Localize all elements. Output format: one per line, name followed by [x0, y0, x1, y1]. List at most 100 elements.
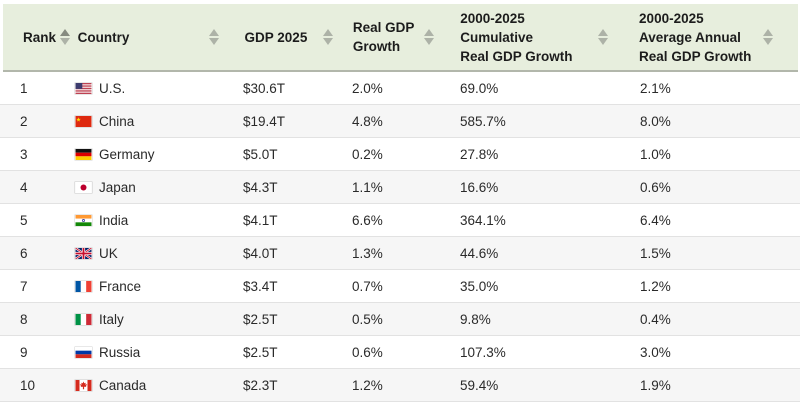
rank-value: 10: [20, 377, 36, 393]
table-row: 2 China $19.4T 4.8% 585.7% 8.0%: [0, 105, 800, 138]
gdp-cell: $19.4T: [243, 114, 352, 129]
table-row: 10 Canada $2.3T 1.2% 59.4% 1.9%: [0, 369, 800, 402]
growth-value: 0.6%: [352, 344, 383, 360]
column-header-rank[interactable]: Rank: [3, 4, 78, 70]
cumulative-growth-cell: 9.8%: [460, 312, 640, 327]
gdp-value: $3.4T: [243, 278, 278, 294]
average-growth-value: 0.4%: [640, 311, 671, 327]
gdp-value: $2.3T: [243, 377, 278, 393]
sort-icon[interactable]: [322, 29, 333, 45]
rank-value: 4: [20, 179, 28, 195]
ca-flag-icon: [75, 379, 92, 391]
sort-icon[interactable]: [598, 29, 609, 45]
gdp-cell: $2.5T: [243, 345, 352, 360]
ru-flag-icon: [75, 346, 92, 358]
country-name: India: [99, 212, 129, 228]
column-header-real-gdp-growth[interactable]: Real GDP Growth: [353, 4, 460, 70]
column-header-average-annual-growth[interactable]: 2000-2025 Average Annual Real GDP Growth: [639, 4, 798, 70]
gdp-cell: $30.6T: [243, 81, 352, 96]
table-row: 9 Russia $2.5T 0.6% 107.3% 3.0%: [0, 336, 800, 369]
country-cell: China: [75, 114, 243, 129]
country-name: U.S.: [99, 80, 126, 96]
sort-icon[interactable]: [208, 29, 219, 45]
country-name: France: [99, 278, 142, 294]
table-row: 7 France $3.4T 0.7% 35.0% 1.2%: [0, 270, 800, 303]
column-header-country[interactable]: Country: [78, 4, 245, 70]
average-growth-value: 1.2%: [640, 278, 671, 294]
gdp-cell: $4.1T: [243, 213, 352, 228]
cumulative-growth-cell: 364.1%: [460, 213, 640, 228]
fr-flag-icon: [75, 280, 92, 292]
average-growth-value: 1.0%: [640, 146, 671, 162]
gdp-value: $2.5T: [243, 344, 278, 360]
us-flag-icon: [75, 82, 92, 94]
rank-cell: 9: [0, 345, 75, 360]
sort-icon[interactable]: [424, 29, 435, 45]
cumulative-growth-cell: 27.8%: [460, 147, 640, 162]
table-row: 8 Italy $2.5T 0.5% 9.8% 0.4%: [0, 303, 800, 336]
growth-cell: 0.2%: [352, 147, 460, 162]
growth-cell: 6.6%: [352, 213, 460, 228]
rank-value: 2: [20, 113, 28, 129]
sort-icon[interactable]: [59, 29, 70, 45]
column-header-label: Country: [77, 29, 130, 45]
average-growth-cell: 3.0%: [640, 345, 800, 360]
rank-value: 6: [20, 245, 28, 261]
cumulative-growth-cell: 16.6%: [460, 180, 640, 195]
average-growth-cell: 1.9%: [640, 378, 800, 393]
column-header-label: Rank: [23, 29, 57, 45]
gdp-value: $4.1T: [243, 212, 278, 228]
country-cell: U.S.: [75, 81, 243, 96]
cumulative-growth-value: 27.8%: [460, 146, 499, 162]
average-growth-value: 1.9%: [640, 377, 671, 393]
country-name: Japan: [99, 179, 136, 195]
average-growth-value: 6.4%: [640, 212, 671, 228]
cumulative-growth-value: 9.8%: [460, 311, 491, 327]
growth-value: 0.7%: [352, 278, 383, 294]
rank-cell: 1: [0, 81, 75, 96]
rank-value: 8: [20, 311, 28, 327]
country-cell: India: [75, 213, 243, 228]
average-growth-cell: 1.2%: [640, 279, 800, 294]
gdp-value: $2.5T: [243, 311, 278, 327]
gdp-cell: $2.5T: [243, 312, 352, 327]
gdp-value: $5.0T: [243, 146, 278, 162]
growth-value: 1.1%: [352, 179, 383, 195]
gdp-value: $4.3T: [243, 179, 278, 195]
column-header-cumulative-growth[interactable]: 2000-2025 Cumulative Real GDP Growth: [460, 4, 639, 70]
rank-value: 5: [20, 212, 28, 228]
average-growth-cell: 0.4%: [640, 312, 800, 327]
gdp-cell: $3.4T: [243, 279, 352, 294]
cn-flag-icon: [75, 115, 92, 127]
growth-cell: 4.8%: [352, 114, 460, 129]
rank-cell: 6: [0, 246, 75, 261]
country-name: Germany: [99, 146, 155, 162]
rank-cell: 4: [0, 180, 75, 195]
cumulative-growth-cell: 59.4%: [460, 378, 640, 393]
table-body: 1 U.S. $30.6T 2.0% 69.0% 2.1% 2 China $1…: [0, 72, 800, 402]
gdp-cell: $4.0T: [243, 246, 352, 261]
growth-value: 4.8%: [352, 113, 383, 129]
country-cell: Russia: [75, 345, 243, 360]
growth-value: 0.5%: [352, 311, 383, 327]
cumulative-growth-value: 59.4%: [460, 377, 499, 393]
average-growth-cell: 0.6%: [640, 180, 800, 195]
country-cell: Canada: [75, 378, 243, 393]
rank-cell: 3: [0, 147, 75, 162]
column-header-gdp-2025[interactable]: GDP 2025: [245, 4, 353, 70]
gdp-cell: $4.3T: [243, 180, 352, 195]
cumulative-growth-value: 69.0%: [460, 80, 499, 96]
table-header-row: Rank Country GDP 2025 Real GDP Growth 20…: [3, 4, 798, 72]
gdp-cell: $2.3T: [243, 378, 352, 393]
growth-cell: 0.7%: [352, 279, 460, 294]
country-cell: Italy: [75, 312, 243, 327]
rank-cell: 7: [0, 279, 75, 294]
gb-flag-icon: [75, 247, 92, 259]
country-name: China: [99, 113, 135, 129]
average-growth-cell: 1.0%: [640, 147, 800, 162]
country-cell: Germany: [75, 147, 243, 162]
cumulative-growth-cell: 69.0%: [460, 81, 640, 96]
growth-value: 1.2%: [352, 377, 383, 393]
sort-icon[interactable]: [763, 29, 773, 45]
cumulative-growth-value: 107.3%: [460, 344, 506, 360]
